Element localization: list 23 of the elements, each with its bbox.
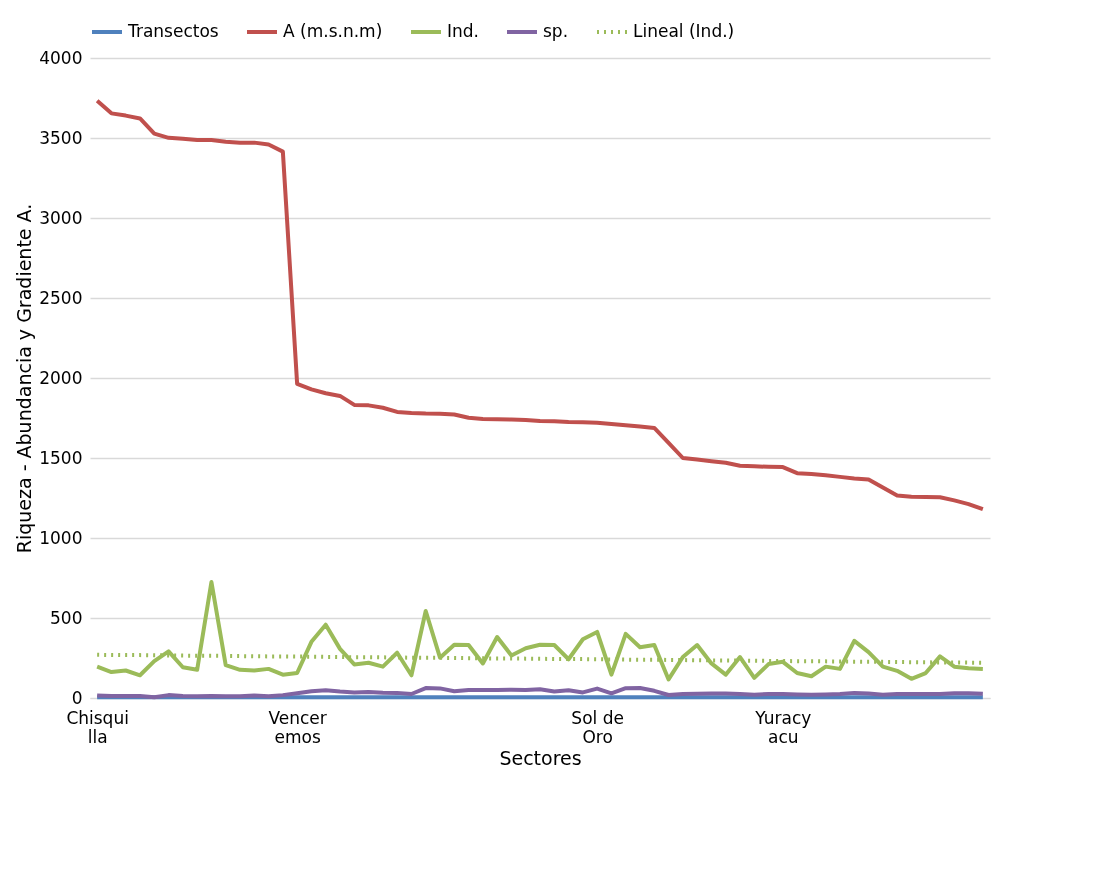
y-tick-label: 1500 [39, 447, 83, 468]
x-tick-label: Vencer emos [268, 707, 327, 747]
line-series [95, 98, 985, 512]
line-series [95, 685, 985, 700]
y-tick-label: 0 [71, 687, 83, 708]
legend-label: Lineal (Ind.) [633, 21, 735, 41]
x-tick-label: Yuracy acu [754, 707, 812, 747]
x-axis-title: Sectores [499, 746, 582, 769]
y-tick-label: 1000 [39, 527, 83, 548]
y-tick-label: 500 [50, 607, 83, 628]
line-series [95, 580, 985, 682]
legend-label: A (m.s.n.m) [283, 21, 383, 41]
y-tick-label: 3500 [39, 127, 83, 148]
legend-label: Ind. [447, 21, 479, 41]
y-tick-label: 4000 [39, 47, 83, 68]
legend-label: sp. [543, 21, 569, 41]
x-tick-label: Sol de Oro [571, 707, 624, 747]
y-tick-label: 2500 [39, 287, 83, 308]
y-tick-label: 3000 [39, 207, 83, 228]
y-tick-label: 2000 [39, 367, 83, 388]
y-axis-title: Riqueza - Abundancia y Gradiente A. [13, 203, 36, 554]
x-tick-label: Chisqui lla [66, 707, 129, 747]
legend-label: Transectos [127, 21, 219, 41]
